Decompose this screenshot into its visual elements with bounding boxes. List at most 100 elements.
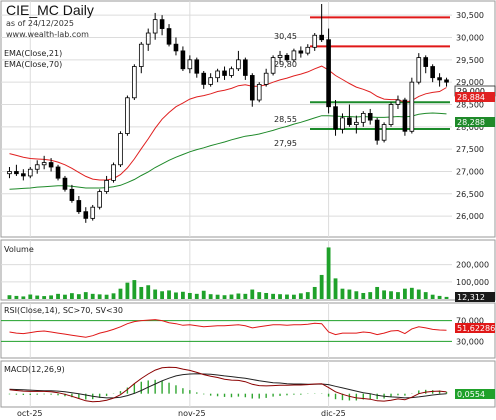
candle-body <box>298 50 304 54</box>
macd-series <box>8 366 448 403</box>
candle-body <box>180 50 186 70</box>
candle-body <box>201 72 207 85</box>
rsi-pane <box>0 302 496 359</box>
svg-text:12,312: 12,312 <box>457 293 485 302</box>
volume-bar <box>333 278 338 299</box>
website-watermark: www.wealth-lab.com <box>6 30 89 39</box>
volume-bar <box>222 295 227 299</box>
candle-body <box>97 191 102 208</box>
candle-body <box>395 99 401 105</box>
candle-body <box>270 57 276 74</box>
svg-text:29,000: 29,000 <box>457 87 485 96</box>
legend-macd: MACD(12,26,9) <box>4 365 65 374</box>
volume-bar <box>7 295 12 299</box>
candle-body <box>437 77 442 81</box>
level-label-29-80: 29,80 <box>274 60 297 69</box>
volume-bar <box>69 293 74 299</box>
tag-rsi: 51,62286 <box>455 323 495 333</box>
rsi-line <box>9 319 447 338</box>
tag-macd: 0,0554 <box>455 389 495 399</box>
volume-pane <box>0 239 496 301</box>
volume-bar <box>264 292 269 299</box>
candle-body <box>340 117 345 130</box>
price-tick-label: 26,500 <box>456 190 484 199</box>
rsi-series <box>1 319 452 342</box>
x-label-oct: oct-25 <box>17 409 43 418</box>
price-tick-label: 27,000 <box>456 167 484 176</box>
volume-bar <box>291 294 296 299</box>
candle-body <box>229 68 234 76</box>
candle-body <box>125 97 130 134</box>
volume-bar <box>35 295 40 299</box>
ema-lines <box>9 65 447 190</box>
volume-bar <box>139 286 144 299</box>
candle-body <box>104 180 109 192</box>
volume-bar <box>125 282 130 299</box>
candle-body <box>333 106 338 130</box>
volume-bar <box>243 293 248 299</box>
volume-bar <box>423 292 428 299</box>
candle-body <box>409 81 415 132</box>
volume-bars <box>7 247 449 299</box>
candle-body <box>374 119 380 141</box>
candlesticks <box>7 4 449 223</box>
volume-bar <box>229 294 234 299</box>
candle-body <box>277 54 283 58</box>
candle-body <box>118 133 123 166</box>
ema-slow-line <box>9 112 447 190</box>
volume-bar <box>153 289 158 299</box>
candle-body <box>145 32 151 45</box>
candle-body <box>381 124 387 141</box>
candle-body <box>34 164 40 170</box>
candle-body <box>416 57 422 83</box>
ema-fast-line <box>9 65 447 181</box>
volume-bar <box>375 286 380 299</box>
candle-body <box>249 75 255 101</box>
price-tick-label: 29,000 <box>456 78 484 87</box>
candle-body <box>243 59 248 76</box>
level-label-28-55: 28,55 <box>274 115 297 124</box>
volume-bar <box>396 292 400 299</box>
volume-bar <box>118 288 123 299</box>
volume-tick-label: 200,000 <box>456 261 489 270</box>
candle-body <box>138 43 144 67</box>
candle-body <box>367 113 373 121</box>
volume-bar <box>298 293 303 299</box>
candle-body <box>14 171 19 175</box>
price-tick-label: 28,500 <box>456 100 484 109</box>
candle-body <box>48 162 54 168</box>
candle-body <box>55 166 61 179</box>
candle-body <box>305 46 311 54</box>
candle-body <box>284 54 290 61</box>
candle-body <box>7 171 12 175</box>
candle-body <box>402 99 408 132</box>
volume-bar <box>326 247 331 299</box>
volume-bar <box>271 293 276 299</box>
legend-volume: Volume <box>4 245 34 254</box>
x-label-nov: nov-25 <box>178 409 206 418</box>
svg-text:51,62286: 51,62286 <box>457 324 495 333</box>
candle-body <box>21 173 26 177</box>
candle-body <box>236 59 241 70</box>
candle-body <box>62 177 68 190</box>
volume-bar <box>305 292 310 299</box>
candle-body <box>187 59 193 70</box>
macd-line <box>9 366 447 403</box>
volume-bar <box>63 294 67 299</box>
volume-bar <box>49 295 54 299</box>
volume-bar <box>319 274 324 299</box>
svg-text:0,0554: 0,0554 <box>457 390 485 399</box>
candle-body <box>291 50 297 61</box>
candle-body <box>360 113 366 123</box>
level-label-27-95: 27,95 <box>274 139 297 148</box>
candle-body <box>215 70 220 79</box>
volume-bar <box>146 285 151 299</box>
candle-body <box>312 34 318 48</box>
macd-signal-line <box>9 373 447 399</box>
volume-bar <box>278 294 282 299</box>
candle-body <box>166 28 172 45</box>
candle-body <box>347 117 352 125</box>
volume-bar <box>180 291 185 299</box>
volume-bar <box>90 293 95 299</box>
